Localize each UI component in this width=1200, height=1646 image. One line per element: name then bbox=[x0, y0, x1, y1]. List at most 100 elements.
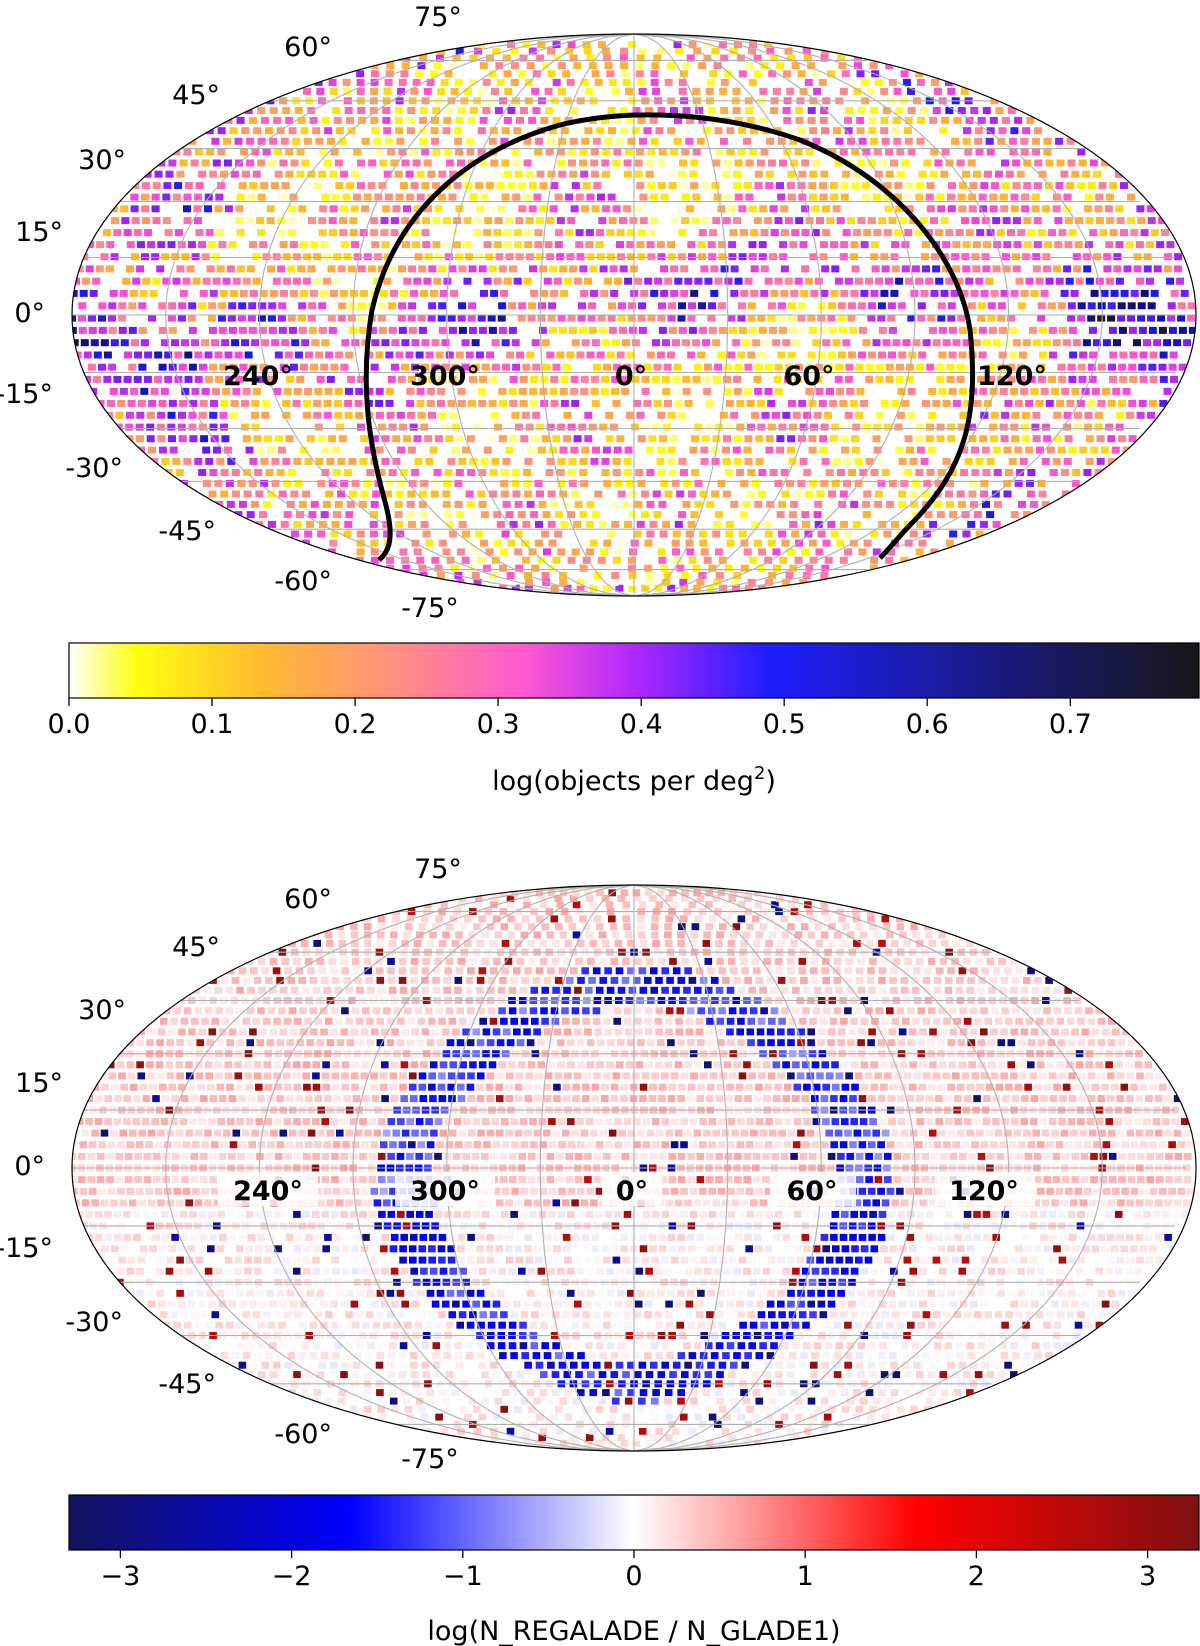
density-cell bbox=[508, 302, 517, 310]
density-cell bbox=[873, 446, 882, 454]
density-cell bbox=[904, 116, 913, 124]
density-cell bbox=[332, 446, 341, 454]
density-cell bbox=[677, 253, 686, 261]
density-cell bbox=[290, 159, 299, 167]
density-cell bbox=[687, 490, 696, 498]
density-cell bbox=[1118, 399, 1126, 407]
density-cell bbox=[945, 229, 954, 237]
density-cell bbox=[417, 62, 426, 70]
density-cell bbox=[1064, 435, 1073, 443]
density-cell bbox=[779, 253, 788, 261]
density-cell bbox=[236, 265, 245, 273]
density-cell bbox=[982, 339, 991, 347]
density-cell bbox=[702, 375, 711, 383]
density-cell bbox=[238, 302, 247, 310]
density-cell bbox=[787, 399, 796, 407]
density-cell bbox=[936, 193, 945, 201]
density-cell bbox=[1045, 127, 1054, 135]
density-cell bbox=[606, 229, 615, 237]
density-cell bbox=[278, 326, 287, 334]
density-cell bbox=[808, 435, 817, 443]
density-cell bbox=[864, 205, 872, 213]
ratio-cell bbox=[324, 1311, 333, 1319]
density-cell bbox=[961, 217, 970, 225]
density-cell bbox=[498, 399, 507, 407]
density-cell bbox=[981, 217, 990, 225]
density-cell bbox=[573, 277, 582, 285]
ratio-cell bbox=[504, 1371, 513, 1379]
density-cell bbox=[204, 375, 213, 383]
density-cell bbox=[955, 229, 964, 237]
density-cell bbox=[842, 339, 851, 347]
density-cell bbox=[789, 564, 798, 572]
density-cell bbox=[807, 116, 816, 124]
density-cell bbox=[704, 423, 713, 431]
density-cell bbox=[873, 148, 882, 156]
ratio-cell bbox=[781, 1321, 789, 1329]
density-cell bbox=[891, 241, 900, 249]
density-cell bbox=[935, 229, 944, 237]
density-cell bbox=[428, 375, 437, 383]
density-cell bbox=[202, 446, 211, 454]
density-cell bbox=[568, 148, 577, 156]
density-cell bbox=[649, 265, 658, 273]
density-cell bbox=[844, 375, 853, 383]
colorbar-tick-label: 0.1 bbox=[191, 709, 234, 740]
density-cell bbox=[474, 47, 482, 55]
density-cell bbox=[782, 70, 791, 78]
density-cell bbox=[825, 511, 834, 519]
density-cell bbox=[478, 302, 487, 310]
density-cell bbox=[560, 375, 569, 383]
density-cell bbox=[533, 193, 542, 201]
density-cell bbox=[728, 253, 737, 261]
density-cell bbox=[1120, 289, 1129, 297]
density-cell bbox=[642, 339, 650, 347]
density-cell bbox=[1078, 326, 1087, 334]
density-cell bbox=[225, 217, 233, 225]
ratio-cell bbox=[794, 1397, 803, 1405]
density-cell bbox=[608, 127, 616, 135]
density-cell bbox=[277, 314, 286, 322]
density-cell bbox=[133, 375, 142, 383]
density-cell bbox=[1035, 399, 1044, 407]
ratio-cell bbox=[269, 1342, 277, 1350]
density-cell bbox=[1183, 339, 1192, 347]
ratio-cell bbox=[160, 1311, 168, 1319]
density-cell bbox=[1147, 302, 1156, 310]
density-cell bbox=[213, 446, 221, 454]
density-cell bbox=[776, 511, 785, 519]
ratio-cell bbox=[791, 1434, 800, 1442]
density-cell bbox=[167, 241, 176, 249]
density-cell bbox=[820, 423, 829, 431]
density-cell bbox=[958, 205, 967, 213]
density-cell bbox=[1147, 314, 1156, 322]
density-cell bbox=[567, 469, 576, 476]
density-cell bbox=[723, 375, 731, 383]
density-cell bbox=[413, 277, 422, 285]
ratio-cell bbox=[1064, 1321, 1072, 1329]
density-cell bbox=[1180, 289, 1189, 297]
density-cell bbox=[294, 351, 303, 359]
density-cell bbox=[418, 375, 427, 383]
top-map-boundary-curve bbox=[363, 112, 976, 562]
density-cell bbox=[457, 107, 466, 114]
ratio-cell bbox=[1045, 1352, 1053, 1360]
density-cell bbox=[1170, 289, 1179, 297]
ratio-cell bbox=[759, 1405, 768, 1413]
density-cell bbox=[206, 182, 215, 190]
ratio-cell bbox=[501, 1389, 510, 1397]
density-cell bbox=[546, 253, 555, 261]
density-cell bbox=[338, 326, 347, 334]
density-cell bbox=[592, 137, 601, 145]
density-cell bbox=[1153, 339, 1162, 347]
density-cell bbox=[738, 241, 747, 249]
density-cell bbox=[237, 314, 246, 322]
density-cell bbox=[773, 564, 781, 572]
density-cell bbox=[337, 457, 346, 465]
ratio-cell bbox=[242, 1352, 251, 1360]
density-cell bbox=[278, 490, 287, 498]
density-cell bbox=[1081, 387, 1090, 395]
density-cell bbox=[1071, 170, 1080, 178]
density-cell bbox=[102, 277, 111, 285]
ratio-cell bbox=[1043, 1321, 1051, 1329]
